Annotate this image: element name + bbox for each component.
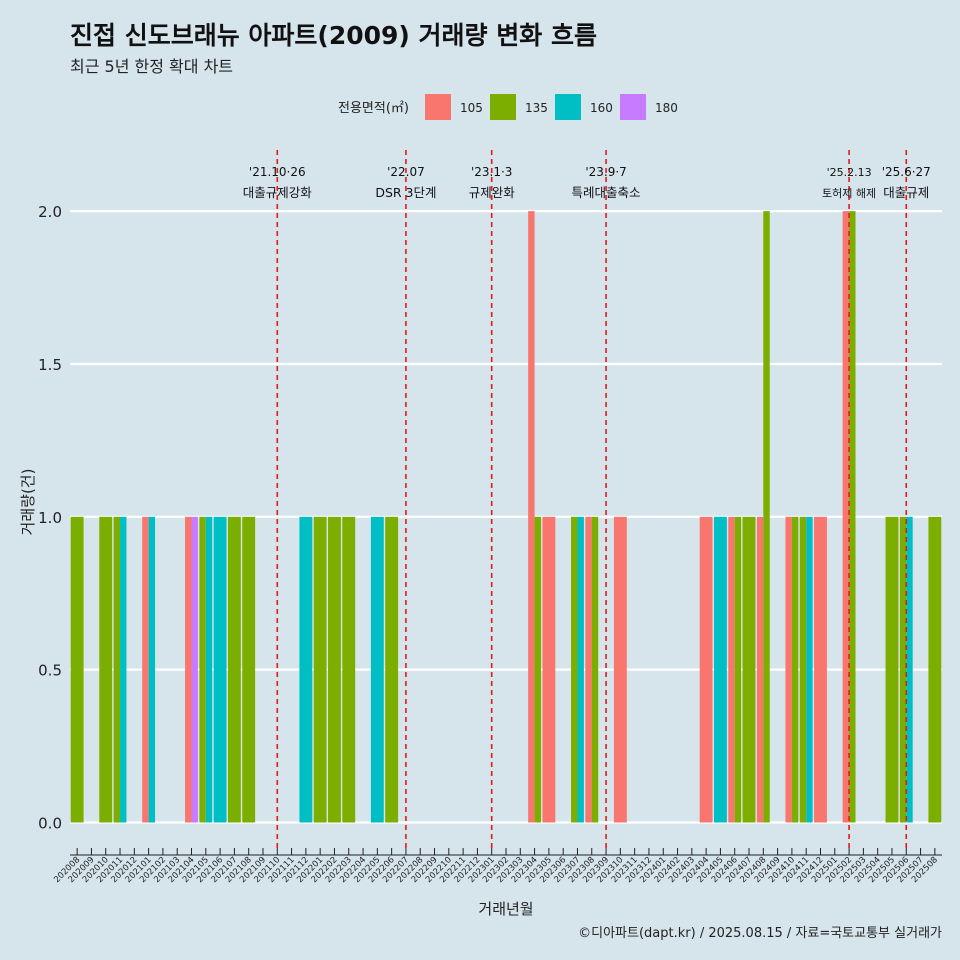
y-tick-label: 0.0	[38, 814, 62, 832]
y-tick-label: 1.5	[38, 356, 62, 374]
legend-swatch-105	[425, 94, 451, 120]
y-axis-label: 거래량(건)	[19, 469, 37, 536]
chart-title: 진접 신도브래뉴 아파트(2009) 거래량 변화 흐름	[70, 21, 597, 50]
y-axis: 0.0 0.5 1.0 1.5 2.0	[38, 203, 62, 832]
bar-202406-105	[728, 516, 735, 823]
chart-subtitle: 최근 5년 한정 확대 차트	[70, 57, 234, 76]
bar-202106-160	[213, 516, 227, 823]
bar-202506-135	[899, 516, 907, 823]
bar-202202-135	[328, 516, 341, 823]
bar-202505-135	[885, 516, 899, 823]
bar-202506-160	[906, 516, 913, 823]
event-label: 규제완화	[469, 185, 516, 200]
bar-202310-105	[613, 516, 627, 823]
bar-202011-135	[113, 516, 121, 823]
event-label: 토허제 해제	[822, 186, 876, 200]
bar-202502-105	[842, 211, 850, 823]
bar-202404-105	[699, 516, 713, 823]
bar-202107-135	[227, 516, 241, 823]
bars	[70, 211, 942, 823]
bar-202104-105	[185, 516, 192, 823]
bar-202308-135	[591, 516, 599, 823]
event-label: 특례대출축소	[572, 185, 641, 200]
bar-202104-180	[191, 516, 198, 823]
bar-202408-135	[763, 211, 770, 823]
bar-202307-160	[577, 516, 584, 823]
bar-202405-160	[713, 516, 727, 823]
legend-swatch-135	[490, 94, 516, 120]
event-date: '21.10·26	[249, 165, 306, 179]
legend-label-160: 160	[590, 101, 613, 115]
source-caption: ©디아파트(dapt.kr) / 2025.08.15 / 자료=국토교통부 실…	[578, 926, 942, 941]
event-date: '25.2.13	[827, 166, 872, 179]
event-date: '23.9·7	[585, 165, 626, 179]
bar-202305-105	[542, 516, 556, 823]
event-date: '25.6·27	[882, 165, 931, 179]
y-tick-label: 1.0	[38, 509, 62, 527]
y-tick-label: 0.5	[38, 662, 62, 680]
bar-202105-135	[199, 516, 206, 823]
bar-202201-135	[313, 516, 327, 823]
bar-202304-105	[528, 211, 535, 823]
legend-title: 전용면적(㎡)	[338, 101, 409, 116]
event-label: 대출규제강화	[243, 185, 313, 200]
bar-202408-105	[756, 516, 764, 823]
bar-202108-135	[242, 516, 256, 823]
bar-202307-135	[571, 516, 578, 823]
bar-202410-135	[791, 516, 799, 823]
legend: 전용면적(㎡) 105 135 160 180	[338, 94, 678, 120]
event-date: '23.1·3	[471, 165, 512, 179]
bar-202412-105	[814, 516, 827, 823]
bar-202008-135	[70, 516, 84, 823]
bar-202410-105	[785, 516, 792, 823]
bar-202205-160	[370, 516, 384, 823]
event-date: '22.07	[387, 165, 425, 179]
legend-label-105: 105	[460, 101, 483, 115]
bar-202308-105	[585, 516, 592, 823]
legend-swatch-180	[620, 94, 646, 120]
y-tick-label: 2.0	[38, 203, 62, 221]
bar-202411-135	[799, 516, 807, 823]
bar-202411-160	[806, 516, 813, 823]
bar-202407-135	[742, 516, 756, 823]
bar-202101-160	[148, 516, 156, 823]
event-lines: '21.10·26 대출규제강화 '22.07 DSR 3단계 '23.1·3 규제완화 '…	[243, 150, 931, 850]
bar-202203-135	[342, 516, 356, 823]
bar-202206-135	[385, 516, 399, 823]
bar-202304-135	[534, 516, 542, 823]
bar-202406-135	[734, 516, 742, 823]
event-label: DSR 3단계	[375, 185, 436, 200]
legend-swatch-160	[555, 94, 581, 120]
bar-202112-160	[299, 516, 313, 823]
x-axis-label: 거래년월	[478, 900, 533, 918]
bar-202010-135	[99, 516, 113, 823]
bar-202502-135	[849, 211, 856, 823]
bar-202105-160	[205, 516, 213, 823]
x-axis: 2020082020092020102020112020122021012021…	[52, 848, 942, 885]
bar-202011-160	[120, 516, 127, 823]
event-label: 대출규제	[883, 185, 929, 200]
legend-label-180: 180	[655, 101, 678, 115]
bar-202508-135	[928, 516, 942, 823]
bar-202101-105	[142, 516, 149, 823]
legend-label-135: 135	[525, 101, 548, 115]
